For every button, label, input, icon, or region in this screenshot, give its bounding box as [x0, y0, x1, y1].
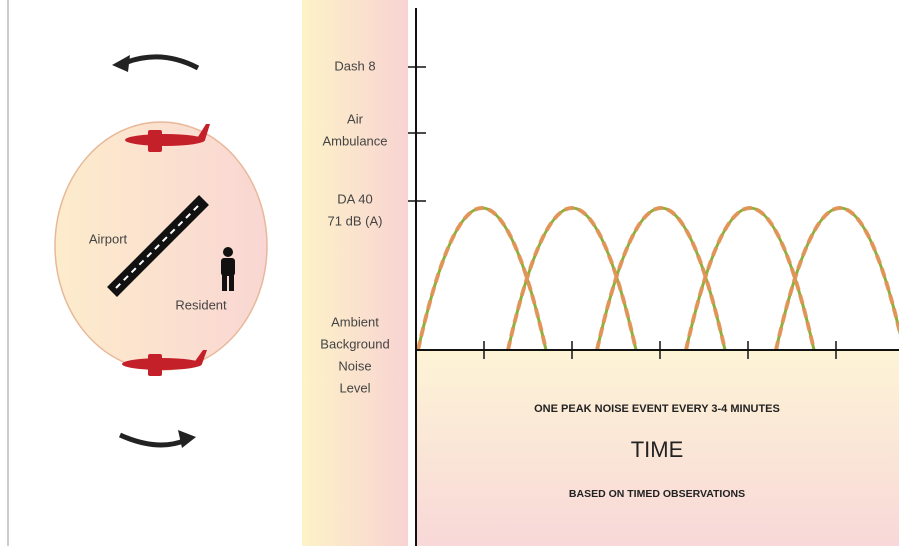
- scale-band: [302, 0, 408, 546]
- airport-label: Airport: [89, 231, 128, 246]
- time-caption: ONE PEAK NOISE EVENT EVERY 3-4 MINUTES: [534, 403, 780, 415]
- airport-illustration: Airport Resident: [55, 55, 267, 448]
- noise-events: [418, 208, 899, 350]
- time-label: TIME: [631, 437, 684, 462]
- scale-label: Background: [320, 336, 389, 351]
- scale-label: Level: [339, 380, 370, 395]
- event-curve-dashed: [776, 208, 899, 350]
- scale-label: Ambulance: [322, 133, 387, 148]
- resident-label: Resident: [175, 297, 227, 312]
- time-note: BASED ON TIMED OBSERVATIONS: [569, 488, 745, 500]
- scale-label: DA 40: [337, 191, 372, 206]
- scale-label: Ambient: [331, 314, 379, 329]
- arrow: [120, 435, 186, 445]
- arrow-head: [112, 55, 130, 72]
- scale-label: Air: [347, 111, 364, 126]
- arrow: [122, 57, 198, 68]
- scale-label: Noise: [338, 358, 371, 373]
- scale-label: Dash 8: [334, 58, 375, 73]
- arrow-head: [178, 430, 196, 448]
- noise-diagram: Airport Resident Dash 8 Air Ambulance DA 40…: [0, 0, 899, 546]
- scale-label: 71 dB (A): [328, 213, 383, 228]
